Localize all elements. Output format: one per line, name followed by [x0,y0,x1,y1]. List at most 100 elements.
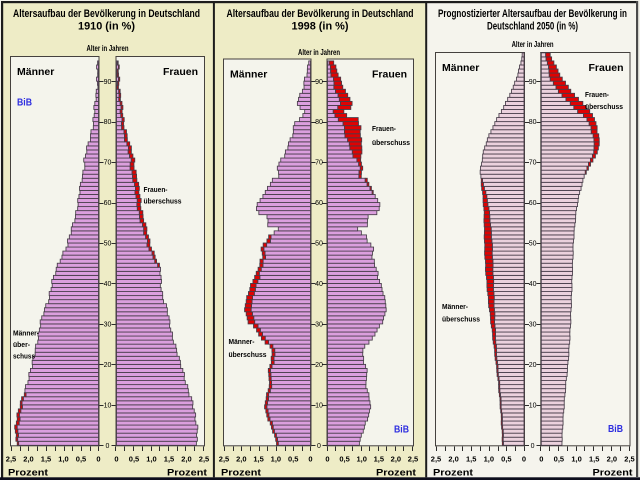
svg-text:30: 30 [104,322,112,329]
svg-text:schuss: schuss [13,352,35,361]
svg-text:Männer: Männer [230,69,267,81]
svg-text:Alter in Jahren: Alter in Jahren [87,44,129,53]
svg-text:Frauen-: Frauen- [585,90,609,99]
svg-text:90: 90 [104,79,112,86]
svg-text:2,0: 2,0 [607,454,617,463]
svg-text:0: 0 [325,454,329,463]
svg-text:1,5: 1,5 [374,454,384,463]
svg-text:0,5: 0,5 [76,454,86,463]
svg-text:60: 60 [104,200,112,207]
svg-text:1,0: 1,0 [484,454,494,463]
svg-text:50: 50 [315,241,323,248]
svg-text:0: 0 [114,454,118,463]
svg-text:30: 30 [315,322,323,329]
svg-text:0: 0 [531,443,535,450]
svg-text:40: 40 [315,281,323,288]
svg-text:80: 80 [315,119,323,126]
svg-text:Alter in Jahren: Alter in Jahren [512,40,554,49]
svg-text:2,0: 2,0 [448,454,458,463]
svg-text:2,5: 2,5 [6,454,16,463]
svg-text:30: 30 [529,322,537,329]
svg-text:90: 90 [529,79,537,86]
svg-text:überschuss: überschuss [442,315,480,324]
svg-text:50: 50 [529,241,537,248]
svg-text:80: 80 [104,119,112,126]
svg-text:2,5: 2,5 [408,454,418,463]
svg-text:10: 10 [104,402,112,409]
svg-text:Frauen: Frauen [372,69,407,81]
svg-text:Männer: Männer [17,66,54,78]
svg-text:BiB: BiB [17,97,32,109]
svg-text:2,0: 2,0 [391,454,401,463]
svg-text:1,5: 1,5 [41,454,51,463]
svg-text:0: 0 [522,454,526,463]
svg-text:Altersaufbau der Bevölkerung i: Altersaufbau der Bevölkerung in Deutschl… [227,8,414,20]
svg-text:0: 0 [96,454,100,463]
svg-text:2,0: 2,0 [23,454,33,463]
svg-text:50: 50 [104,241,112,248]
svg-text:Frauen-: Frauen- [144,185,168,194]
svg-text:0,5: 0,5 [501,454,511,463]
svg-text:60: 60 [529,200,537,207]
svg-text:1,5: 1,5 [466,454,476,463]
svg-text:BiB: BiB [608,423,623,435]
svg-text:1,0: 1,0 [571,454,581,463]
svg-text:Frauen: Frauen [588,62,623,74]
svg-text:80: 80 [529,119,537,126]
svg-text:2,5: 2,5 [199,454,209,463]
svg-text:Prognostizierter Altersaufbau: Prognostizierter Altersaufbau der Bevölk… [438,8,627,20]
svg-text:1,5: 1,5 [589,454,599,463]
svg-text:Frauen-: Frauen- [372,124,396,133]
svg-text:1,0: 1,0 [58,454,68,463]
svg-text:1,0: 1,0 [356,454,366,463]
svg-text:Prozent: Prozent [8,467,48,477]
svg-text:Prozent: Prozent [433,467,473,477]
svg-text:Männer-: Männer- [442,302,468,311]
svg-text:Prozent: Prozent [167,467,207,477]
svg-text:0,5: 0,5 [288,454,298,463]
svg-text:0: 0 [106,443,110,450]
svg-text:2,5: 2,5 [431,454,441,463]
svg-text:0,5: 0,5 [129,454,139,463]
svg-text:1,0: 1,0 [146,454,156,463]
svg-text:60: 60 [315,200,323,207]
svg-text:20: 20 [104,362,112,369]
svg-text:1,5: 1,5 [164,454,174,463]
svg-text:Prozent: Prozent [221,467,261,477]
svg-text:Prozent: Prozent [593,467,633,477]
svg-text:über-: über- [13,340,30,349]
svg-text:Prozent: Prozent [376,467,416,477]
svg-text:0: 0 [308,454,312,463]
svg-text:überschuss: überschuss [585,102,623,111]
svg-text:10: 10 [529,402,537,409]
svg-text:1,5: 1,5 [253,454,263,463]
svg-text:Männer-: Männer- [13,329,39,338]
svg-text:70: 70 [315,160,323,167]
svg-text:2,0: 2,0 [236,454,246,463]
svg-text:20: 20 [315,362,323,369]
svg-text:überschuss: überschuss [372,138,410,147]
svg-text:2,5: 2,5 [624,454,634,463]
svg-text:überschuss: überschuss [144,197,182,206]
svg-text:1910 (in %): 1910 (in %) [78,21,135,33]
svg-text:0,5: 0,5 [339,454,349,463]
svg-text:10: 10 [315,402,323,409]
svg-text:Männer-: Männer- [229,337,255,346]
svg-text:70: 70 [529,160,537,167]
svg-text:70: 70 [104,160,112,167]
svg-text:40: 40 [529,281,537,288]
svg-text:Männer: Männer [442,62,479,74]
svg-text:Deutschland 2050 (in %): Deutschland 2050 (in %) [487,21,578,33]
svg-text:0: 0 [539,454,543,463]
svg-text:2,5: 2,5 [219,454,229,463]
svg-text:1,0: 1,0 [271,454,281,463]
svg-text:0,5: 0,5 [554,454,564,463]
svg-text:2,0: 2,0 [181,454,191,463]
svg-text:Altersaufbau der Bevölkerung i: Altersaufbau der Bevölkerung in Deutschl… [13,8,200,20]
svg-text:Alter in Jahren: Alter in Jahren [298,48,340,57]
svg-text:90: 90 [315,79,323,86]
svg-text:40: 40 [104,281,112,288]
svg-text:1998 (in %): 1998 (in %) [292,21,349,33]
svg-text:BiB: BiB [394,424,409,436]
svg-text:überschuss: überschuss [229,350,267,359]
